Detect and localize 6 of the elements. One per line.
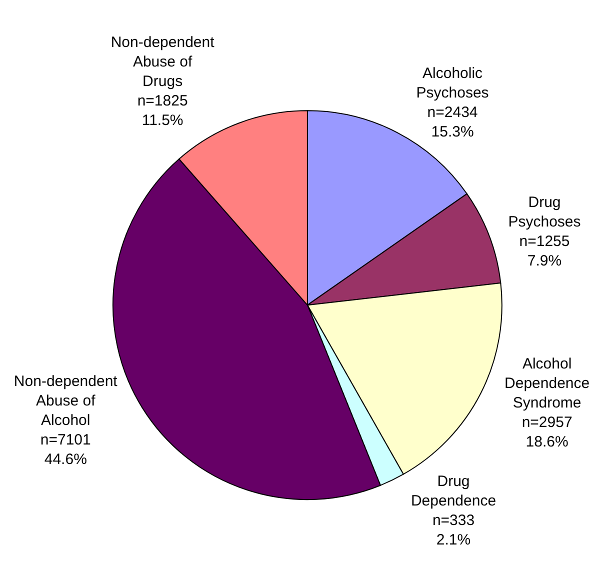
data-label: n=333 2.1%	[432, 512, 475, 549]
data-label: n=1825 11.5%	[137, 92, 188, 130]
data-label: n=1255 7.9%	[519, 232, 570, 270]
data-label: n=2957 18.6%	[522, 414, 572, 451]
data-label: n=2434 15.3%	[427, 104, 478, 141]
data-label: n=7101 44.6%	[40, 431, 91, 468]
